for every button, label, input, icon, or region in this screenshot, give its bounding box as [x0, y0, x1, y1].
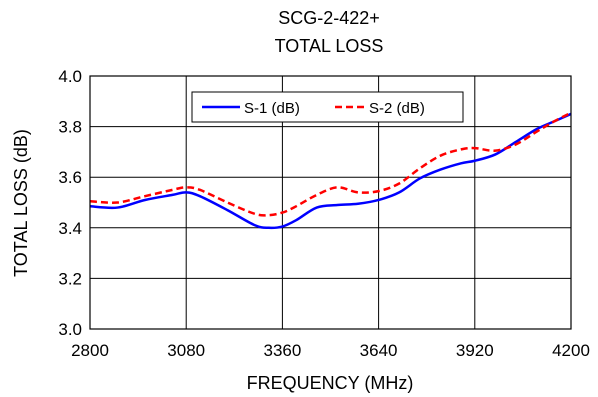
x-tick-label: 3360: [263, 341, 301, 360]
y-tick-label: 4.0: [58, 67, 82, 86]
series-line-s1: [89, 112, 572, 230]
legend-label-s1: S-1 (dB): [244, 100, 300, 117]
series-line-s2: [89, 111, 572, 217]
x-tick-label: 3080: [167, 341, 205, 360]
chart-subtitle: TOTAL LOSS: [275, 36, 384, 56]
x-axis-label: FREQUENCY (MHz): [247, 373, 414, 393]
series-lines: [89, 111, 572, 230]
x-tick-label: 3920: [456, 341, 494, 360]
plot-frame: [89, 75, 572, 330]
y-tick-label: 3.2: [58, 269, 82, 288]
legend: S-1 (dB) S-2 (dB): [191, 91, 464, 123]
legend-label-s2: S-2 (dB): [369, 100, 425, 117]
x-tick-label: 4200: [552, 341, 590, 360]
y-tick-label: 3.8: [58, 118, 82, 137]
y-tick-label: 3.6: [58, 168, 82, 187]
chart-title: SCG-2-422+: [278, 8, 380, 28]
x-tick-label: 3640: [360, 341, 398, 360]
y-tick-label: 3.4: [58, 219, 82, 238]
y-axis-label: TOTAL LOSS (dB): [11, 129, 31, 277]
x-tick-label: 2800: [71, 341, 109, 360]
tick-labels: 2800 3080 3360 3640 3920 4200 3.0 3.2 3.4 3.6 3.8 4…: [58, 67, 590, 360]
y-tick-label: 3.0: [58, 320, 82, 339]
